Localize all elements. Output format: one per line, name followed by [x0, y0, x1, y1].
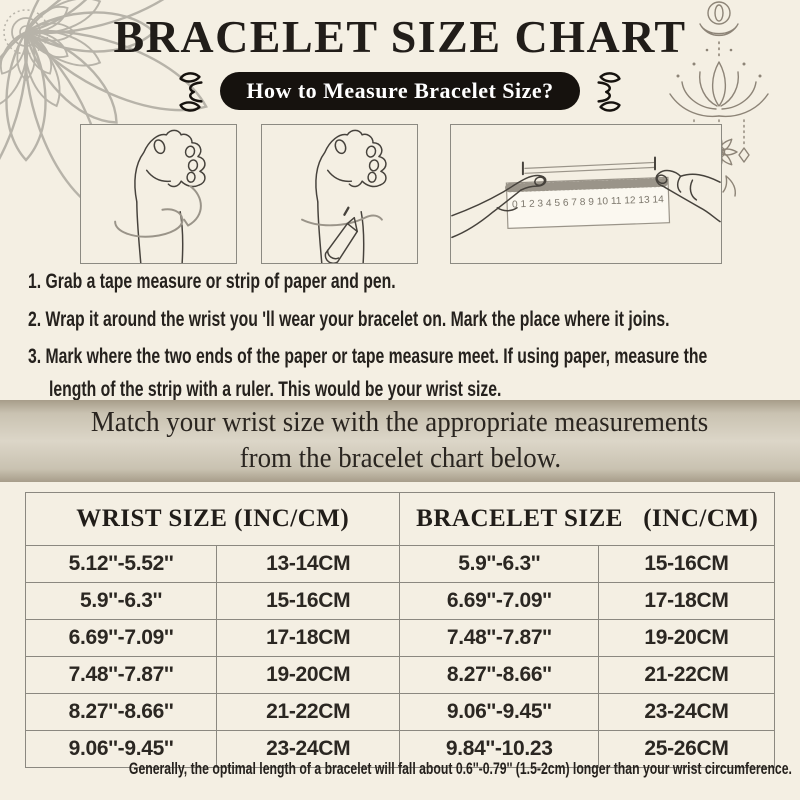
match-size-banner: Match your wrist size with the appropria… [0, 400, 800, 482]
footer-note-text: Generally, the optimal length of a brace… [128, 759, 792, 778]
illustration-row: 0 1 2 3 4 5 6 7 8 9 10 11 12 13 14 [80, 124, 722, 264]
table-cell: 19-20CM [215, 656, 401, 694]
table-cell: 9.06''-9.45'' [399, 693, 599, 731]
table-cell: 6.69''-7.09'' [399, 582, 599, 620]
table-row: 6.69''-7.09'' 17-18CM 7.48''-7.87'' 19-2… [25, 619, 776, 657]
table-cell: 25-26CM [597, 730, 776, 768]
table-row: 8.27''-8.66'' 21-22CM 9.06''-9.45'' 23-2… [25, 693, 776, 731]
table-cell: 9.84''-10.23 [399, 730, 599, 768]
step-text: Wrap it around the wrist you 'll wear yo… [41, 307, 670, 331]
step-text: Grab a tape measure or strip of paper an… [41, 270, 396, 293]
flourish-left-icon [179, 72, 203, 112]
step-text: Mark where the two ends of the paper or … [41, 345, 708, 401]
step-1: 1. Grab a tape measure or strip of paper… [28, 266, 737, 299]
table-row: 7.48''-7.87'' 19-20CM 8.27''-8.66'' 21-2… [25, 656, 776, 694]
step-number: 3. [28, 345, 42, 369]
table-cell: 17-18CM [215, 619, 401, 657]
badge-row: How to Measure Bracelet Size? [0, 67, 800, 115]
table-cell: 13-14CM [215, 545, 401, 583]
table-row: 5.12''-5.52'' 13-14CM 5.9''-6.3'' 15-16C… [25, 545, 776, 583]
flourish-right-icon [597, 72, 621, 112]
table-cell: 5.9''-6.3'' [25, 582, 217, 620]
table-row: 9.06''-9.45'' 23-24CM 9.84''-10.23 25-26… [25, 730, 776, 768]
ruler-numbers: 0 1 2 3 4 5 6 7 8 9 10 11 12 13 14 [512, 194, 665, 210]
table-cell: 5.12''-5.52'' [25, 545, 217, 583]
table-cell: 15-16CM [215, 582, 401, 620]
table-cell: 17-18CM [597, 582, 776, 620]
illustration-mark-wrist-with-pen [261, 124, 418, 264]
table-row: 5.9''-6.3'' 15-16CM 6.69''-7.09'' 17-18C… [25, 582, 776, 620]
table-cell: 23-24CM [215, 730, 401, 768]
table-cell: 7.48''-7.87'' [25, 656, 217, 694]
hand-with-tape-icon [114, 129, 206, 263]
table-cell: 19-20CM [597, 619, 776, 657]
step-3: 3. Mark where the two ends of the paper … [28, 341, 737, 406]
hands-with-ruler-icon: 0 1 2 3 4 5 6 7 8 9 10 11 12 13 14 [451, 156, 721, 239]
table-cell: 5.9''-6.3'' [399, 545, 599, 583]
banner-line-1: Match your wrist size with the appropria… [91, 406, 709, 438]
hand-with-pen-icon [301, 129, 387, 263]
table-cell: 6.69''-7.09'' [25, 619, 217, 657]
page-title: BRACELET SIZE CHART [113, 11, 687, 62]
table-cell: 21-22CM [215, 693, 401, 731]
bracelet-size-header: BRACELET SIZE (INC/CM) [399, 492, 775, 546]
table-cell: 23-24CM [597, 693, 776, 731]
illustration-tape-around-wrist [80, 124, 237, 264]
table-cell: 21-22CM [597, 656, 776, 694]
footer-note: Generally, the optimal length of a brace… [0, 759, 800, 779]
how-to-measure-badge: How to Measure Bracelet Size? [220, 72, 580, 110]
step-number: 2. [28, 307, 42, 331]
table-cell: 15-16CM [597, 545, 776, 583]
illustration-measure-with-ruler: 0 1 2 3 4 5 6 7 8 9 10 11 12 13 14 [450, 124, 722, 264]
table-header-row: WRIST SIZE (INC/CM) BRACELET SIZE (INC/C… [24, 492, 775, 546]
table-cell: 7.48''-7.87'' [399, 619, 599, 657]
step-number: 1. [28, 270, 42, 293]
instruction-steps: 1. Grab a tape measure or strip of paper… [28, 266, 737, 411]
table-cell: 9.06''-9.45'' [25, 730, 217, 768]
table-cell: 8.27''-8.66'' [399, 656, 599, 694]
table-cell: 8.27''-8.66'' [25, 693, 217, 731]
step-2: 2. Wrap it around the wrist you 'll wear… [28, 304, 737, 337]
size-table: WRIST SIZE (INC/CM) BRACELET SIZE (INC/C… [24, 492, 776, 768]
banner-line-2: from the bracelet chart below. [239, 443, 561, 474]
wrist-size-header: WRIST SIZE (INC/CM) [24, 492, 401, 546]
